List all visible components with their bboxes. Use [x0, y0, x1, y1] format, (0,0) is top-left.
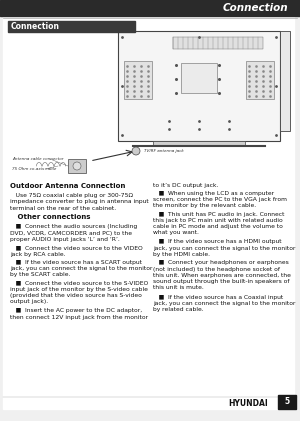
Text: Connection: Connection: [11, 22, 60, 31]
Polygon shape: [153, 141, 245, 146]
Text: ■  This unit has PC audio in jack. Connect
this jack to PC main unit with relate: ■ This unit has PC audio in jack. Connec…: [153, 212, 284, 235]
Text: to it’s DC output jack.: to it’s DC output jack.: [153, 183, 218, 188]
Text: ■  Connect your headphones or earphones
(not included) to the headphone socket o: ■ Connect your headphones or earphones (…: [153, 260, 291, 290]
Bar: [278, 395, 296, 409]
Text: Antenna cable connector: Antenna cable connector: [12, 157, 64, 161]
Text: ■  Connect the audio sources (Including
DVD, VCDR, CAMCORDER and PC) to the
prop: ■ Connect the audio sources (Including D…: [10, 224, 137, 242]
Bar: [8, 21, 135, 32]
Text: Outdoor Antenna Connection: Outdoor Antenna Connection: [10, 183, 125, 189]
Bar: [68, 159, 86, 173]
Text: ■  Connect the video source to the VIDEO
jack by RCA cable.: ■ Connect the video source to the VIDEO …: [10, 245, 143, 257]
Bar: [280, 31, 290, 131]
Text: Connection: Connection: [222, 3, 288, 13]
Text: 75 Ohm co-axis cable: 75 Ohm co-axis cable: [12, 167, 56, 171]
Text: ■  Insert the AC power to the DC adaptor,
then connect 12V input jack from the m: ■ Insert the AC power to the DC adaptor,…: [10, 309, 148, 320]
Text: ■  If the video source has a Coaxial input
jack, you can connect the signal to t: ■ If the video source has a Coaxial inpu…: [153, 295, 296, 312]
Text: Use 75Ω coaxial cable plug or 300-75Ω
impedance converter to plug in antenna inp: Use 75Ω coaxial cable plug or 300-75Ω im…: [10, 193, 149, 210]
Text: ■  Connect the video source to the S-VIDEO
input jack of the monitor by the S-vi: ■ Connect the video source to the S-VIDE…: [10, 281, 148, 304]
Circle shape: [132, 147, 140, 155]
Text: Other connections: Other connections: [10, 214, 91, 220]
Text: ■  If the video source has a HDMI output
jack, you can connect the signal to the: ■ If the video source has a HDMI output …: [153, 239, 296, 257]
Text: 5: 5: [284, 397, 290, 407]
Bar: [0, 0, 300, 16]
Circle shape: [73, 162, 81, 170]
Bar: [181, 63, 217, 93]
Text: TV/RF antenna jack: TV/RF antenna jack: [144, 149, 184, 153]
Bar: [246, 61, 274, 99]
Bar: [118, 31, 280, 141]
Text: ■  If the video source has a SCART output
jack, you can connect the signal to th: ■ If the video source has a SCART output…: [10, 260, 152, 277]
Text: HYUNDAI: HYUNDAI: [228, 399, 268, 408]
Bar: [124, 61, 152, 99]
Bar: [173, 37, 263, 49]
Text: ■  When using the LCD as a computer
screen, connect the PC to the VGA jack from
: ■ When using the LCD as a computer scree…: [153, 191, 287, 208]
